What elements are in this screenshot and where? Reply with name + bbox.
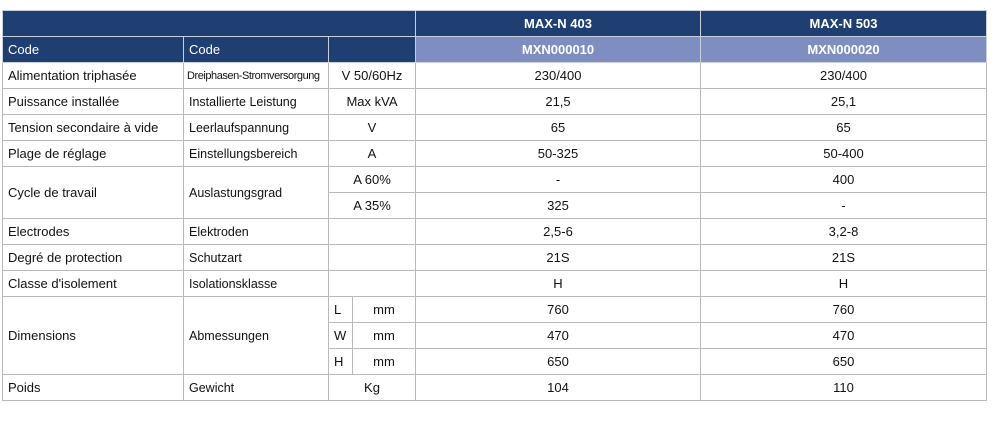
value: 104 (415, 374, 701, 401)
label-de: Leerlaufspannung (183, 114, 329, 141)
value: 50-400 (700, 140, 987, 167)
unit-blank (328, 218, 416, 245)
table-row: Plage de réglage Einstellungsbereich A 50-3… (2, 140, 987, 167)
value: 760 (415, 296, 701, 323)
value: - (415, 166, 701, 193)
table-row: Classe d'isolement Isolationsklasse H H (2, 270, 987, 297)
model-name: MAX-N 503 (700, 10, 987, 37)
table-row: Puissance installée Installierte Leistung… (2, 88, 987, 115)
label-fr: Cycle de travail (2, 166, 184, 219)
unit: mm (352, 348, 416, 375)
header-blank (2, 10, 416, 37)
label-de: Isolationsklasse (183, 270, 329, 297)
unit: V (328, 114, 416, 141)
value: 470 (415, 322, 701, 349)
label-de: Gewicht (183, 374, 329, 401)
label-fr: Plage de réglage (2, 140, 184, 167)
label-fr: Dimensions (2, 296, 184, 375)
unit: Kg (328, 374, 416, 401)
value: - (700, 192, 987, 219)
value: 21S (415, 244, 701, 271)
label-de: Dreiphasen-Stromversorgung (183, 62, 329, 89)
label-de: Abmessungen (183, 296, 329, 375)
label-fr: Poids (2, 374, 184, 401)
table-row: Code Code MXN000010 MXN000020 (2, 36, 987, 63)
unit: A 60% (328, 166, 416, 193)
value: 470 (700, 322, 987, 349)
table-row: MAX-N 403 MAX-N 503 (2, 10, 987, 37)
unit: A (328, 140, 416, 167)
header-blank (328, 36, 416, 63)
unit: Max kVA (328, 88, 416, 115)
value: 25,1 (700, 88, 987, 115)
model-code: MXN000020 (700, 36, 987, 63)
value: 65 (700, 114, 987, 141)
value: 400 (700, 166, 987, 193)
unit: mm (352, 296, 416, 323)
dimension: L (328, 296, 353, 323)
table-row: Electrodes Elektroden 2,5-6 3,2-8 (2, 218, 987, 245)
unit: A 35% (328, 192, 416, 219)
model-name: MAX-N 403 (415, 10, 701, 37)
value: 230/400 (700, 62, 987, 89)
value: H (415, 270, 701, 297)
label-de: Installierte Leistung (183, 88, 329, 115)
model-code: MXN000010 (415, 36, 701, 63)
value: 650 (415, 348, 701, 375)
unit: mm (352, 322, 416, 349)
unit-blank (328, 270, 416, 297)
value: 65 (415, 114, 701, 141)
dimension: W (328, 322, 353, 349)
value: 3,2-8 (700, 218, 987, 245)
label-fr: Alimentation triphasée (2, 62, 184, 89)
value: 21S (700, 244, 987, 271)
value: 760 (700, 296, 987, 323)
label-fr: Classe d'isolement (2, 270, 184, 297)
label-de: Einstellungsbereich (183, 140, 329, 167)
table-row: Tension secondaire à vide Leerlaufspannun… (2, 114, 987, 141)
value: 110 (700, 374, 987, 401)
table-row: A 35% 325- (3, 192, 987, 219)
unit: V 50/60Hz (328, 62, 416, 89)
spec-table: MAX-N 403 MAX-N 503 Code Code MXN000010 MXN00… (2, 10, 987, 401)
label-fr: Puissance installée (2, 88, 184, 115)
value: 21,5 (415, 88, 701, 115)
label-de: Elektroden (183, 218, 329, 245)
code-label: Code (2, 36, 184, 63)
value: 50-325 (415, 140, 701, 167)
table-row: Alimentation triphasée Dreiphasen-Stromve… (2, 62, 987, 89)
table-row: Poids Gewicht Kg 104 110 (2, 374, 987, 401)
unit-blank (328, 244, 416, 271)
dimension: H (328, 348, 353, 375)
value: 230/400 (415, 62, 701, 89)
label-de: Auslastungsgrad (183, 166, 329, 219)
code-label: Code (183, 36, 329, 63)
value: 325 (415, 192, 701, 219)
label-de: Schutzart (183, 244, 329, 271)
value: H (700, 270, 987, 297)
label-fr: Degré de protection (2, 244, 184, 271)
table-row: Degré de protection Schutzart 21S 21S (2, 244, 987, 271)
label-fr: Tension secondaire à vide (2, 114, 184, 141)
table-row: Cycle de travail Auslastungsgrad A 60% -400 (2, 166, 987, 219)
table-body: MAX-N 403 MAX-N 503 Code Code MXN000010 MXN00… (2, 10, 987, 401)
value: 2,5-6 (415, 218, 701, 245)
label-fr: Electrodes (2, 218, 184, 245)
value: 650 (700, 348, 987, 375)
